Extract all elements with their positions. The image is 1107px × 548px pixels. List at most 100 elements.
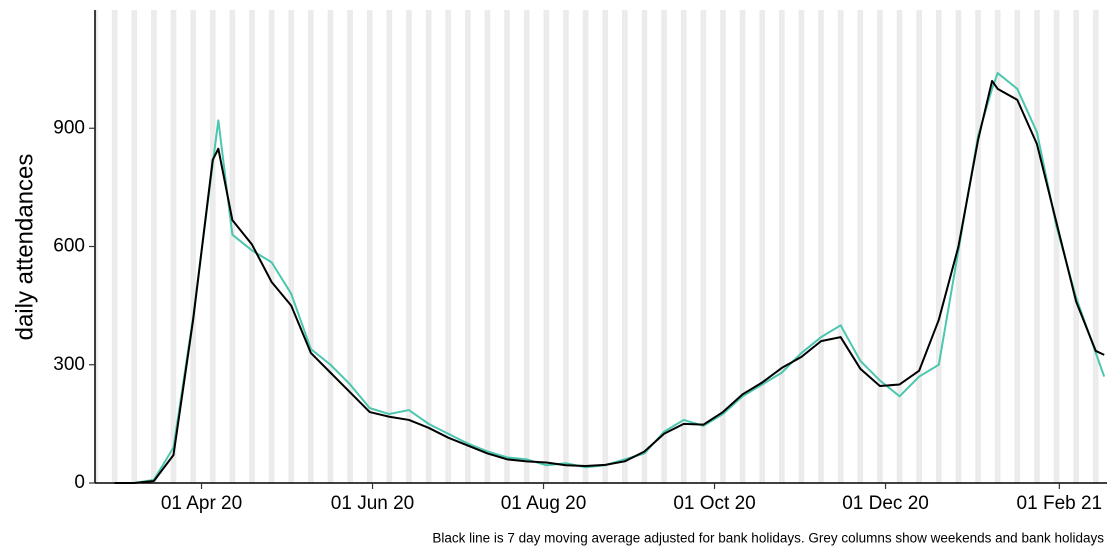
weekend-column [840, 10, 844, 483]
weekend-column [288, 10, 292, 483]
weekend-column [232, 10, 236, 483]
weekend-column [644, 10, 648, 483]
weekend-column [523, 10, 527, 483]
weekend-column [1056, 10, 1060, 483]
weekend-column [821, 10, 824, 483]
weekend-column [899, 10, 903, 483]
weekend-column [229, 10, 233, 483]
weekend-column [151, 10, 154, 483]
weekend-column [425, 10, 429, 483]
weekend-column [131, 10, 135, 483]
weekend-column [330, 10, 334, 483]
weekend-column [798, 10, 802, 483]
weekend-column [624, 10, 628, 483]
weekend-column [582, 10, 586, 483]
weekend-column [134, 10, 138, 483]
weekend-column [310, 10, 314, 483]
weekend-column [347, 10, 351, 483]
weekend-column [622, 10, 625, 483]
weekend-column [153, 10, 157, 483]
weekend-column [739, 10, 743, 483]
weekend-column [916, 10, 920, 483]
weekend-column [465, 10, 468, 483]
weekend-column [467, 10, 471, 483]
weekend-column [1076, 10, 1079, 483]
x-tick-label: 01 Aug 20 [501, 493, 587, 514]
weekend-column [1053, 10, 1057, 483]
weekend-column [602, 10, 606, 483]
weekend-column [95, 10, 98, 483]
weekend-column [308, 10, 311, 483]
weekend-column [1073, 10, 1077, 483]
weekend-column [249, 10, 252, 483]
weekend-column [955, 10, 959, 483]
weekend-column [563, 10, 566, 483]
weekend-column [546, 10, 550, 483]
y-axis-label: daily attendances [11, 154, 38, 341]
weekend-column [781, 10, 785, 483]
weekend-column [386, 10, 390, 483]
x-tick-label: 01 Apr 20 [161, 493, 242, 514]
weekend-column [366, 10, 370, 483]
weekend-column [1095, 10, 1099, 483]
x-tick-label: 01 Feb 21 [1017, 493, 1103, 514]
weekend-column [877, 10, 880, 483]
weekend-column [742, 10, 746, 483]
x-tick-label: 01 Dec 20 [842, 493, 929, 514]
weekend-column [938, 10, 942, 483]
weekend-column [680, 10, 684, 483]
weekend-column [1092, 10, 1096, 483]
weekend-column [1017, 10, 1021, 483]
weekend-column [879, 10, 883, 483]
x-tick-label: 01 Oct 20 [673, 493, 755, 514]
weekend-column [1014, 10, 1018, 483]
weekend-column [389, 10, 393, 483]
weekend-column [978, 10, 981, 483]
weekend-column [350, 10, 353, 483]
weekend-column [543, 10, 547, 483]
y-tick-label: 300 [53, 354, 85, 375]
y-tick-label: 0 [74, 472, 85, 493]
weekend-column [759, 10, 763, 483]
weekend-column [565, 10, 569, 483]
weekend-column [997, 10, 1001, 483]
weekend-column [445, 10, 449, 483]
weekend-column [504, 10, 508, 483]
weekend-column [779, 10, 782, 483]
weekend-column [700, 10, 704, 483]
weekend-column [327, 10, 331, 483]
weekend-column [209, 10, 213, 483]
y-tick-label: 600 [53, 236, 85, 257]
weekend-column [641, 10, 645, 483]
weekend-column [703, 10, 707, 483]
weekend-column [837, 10, 841, 483]
weekend-column [291, 10, 295, 483]
weekend-column [664, 10, 667, 483]
weekend-column [896, 10, 900, 483]
weekend-column [193, 10, 196, 483]
y-tick-label: 900 [53, 117, 85, 138]
weekend-column [994, 10, 998, 483]
weekend-column [1034, 10, 1037, 483]
weekend-column [507, 10, 510, 483]
weekend-column [428, 10, 432, 483]
x-tick-label: 01 Jun 20 [331, 493, 414, 514]
caption: Black line is 7 day moving average adjus… [432, 531, 1104, 546]
weekend-column [212, 10, 216, 483]
weekend-column [975, 10, 979, 483]
weekend-column [818, 10, 822, 483]
weekend-column [408, 10, 412, 483]
weekend-column [605, 10, 609, 483]
weekend-column [487, 10, 491, 483]
weekend-column [801, 10, 805, 483]
weekend-column [762, 10, 765, 483]
weekend-column [369, 10, 373, 483]
weekend-column [271, 10, 275, 483]
weekend-column [683, 10, 687, 483]
weekend-column [484, 10, 488, 483]
weekend-column [170, 10, 174, 483]
weekend-column [585, 10, 589, 483]
weekend-column [860, 10, 864, 483]
weekend-column [406, 10, 409, 483]
